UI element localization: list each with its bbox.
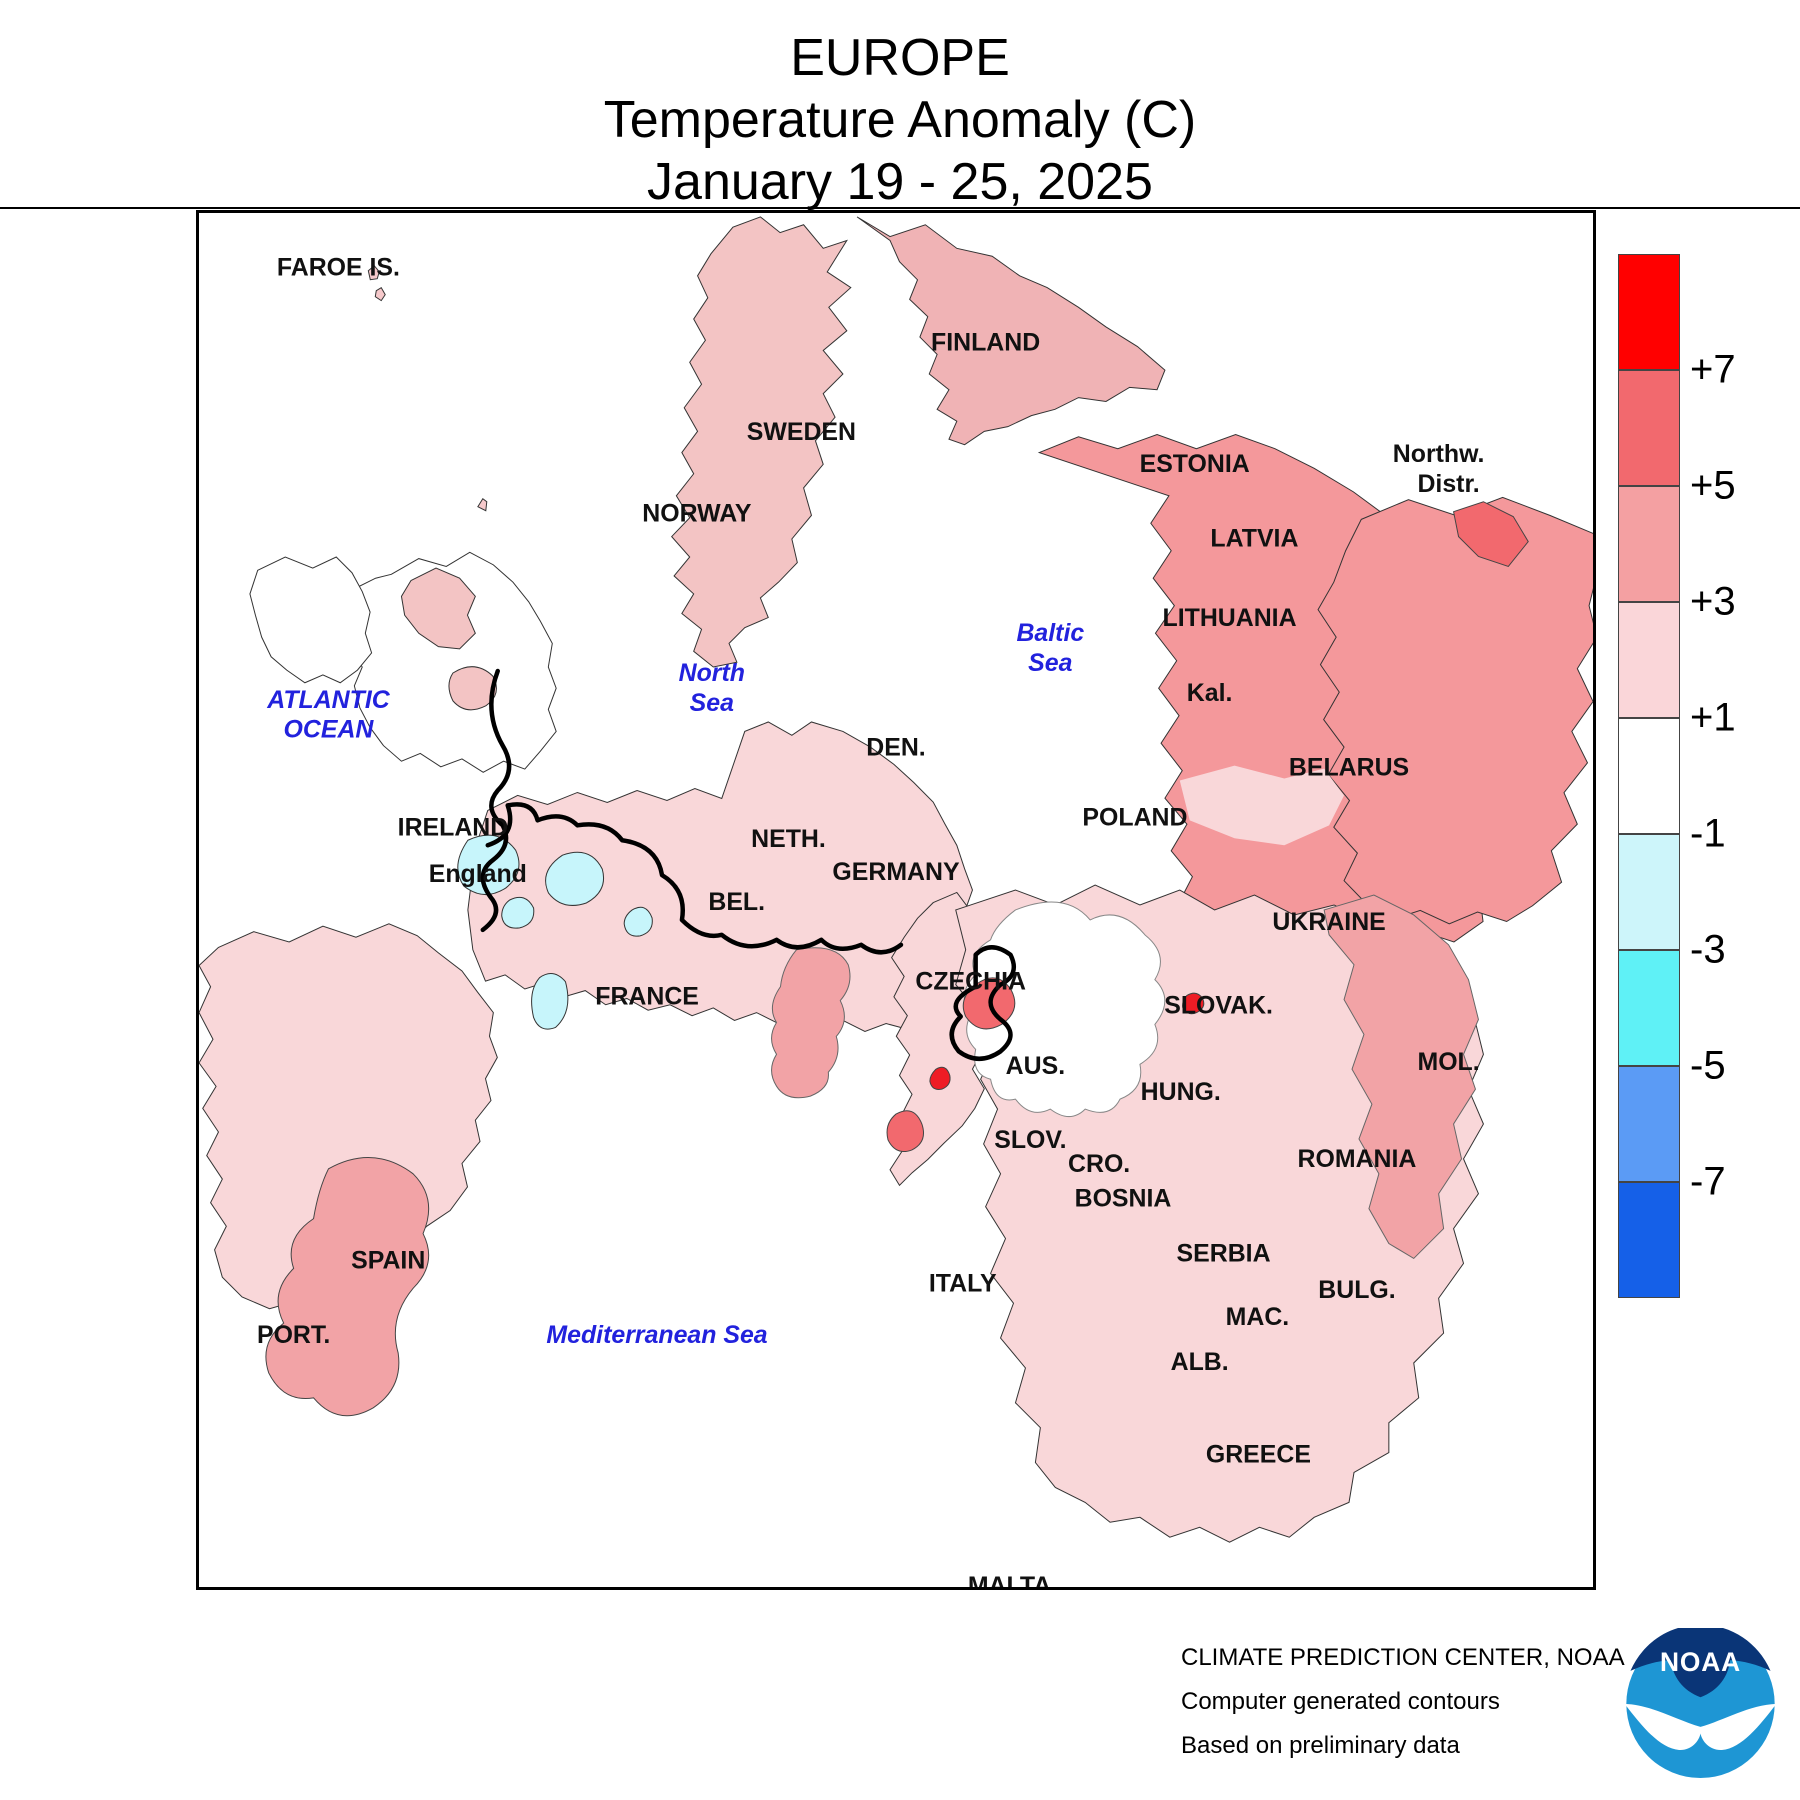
- svg-text:ROMANIA: ROMANIA: [1298, 1145, 1417, 1173]
- svg-text:SLOV.: SLOV.: [994, 1126, 1066, 1154]
- svg-text:SPAIN: SPAIN: [351, 1246, 425, 1274]
- svg-text:Mediterranean Sea: Mediterranean Sea: [546, 1321, 767, 1349]
- svg-text:NOAA: NOAA: [1660, 1647, 1741, 1677]
- svg-text:Kal.: Kal.: [1187, 679, 1233, 707]
- svg-text:MAC.: MAC.: [1226, 1303, 1290, 1331]
- svg-text:LATVIA: LATVIA: [1210, 525, 1298, 553]
- svg-text:ATLANTIC: ATLANTIC: [266, 686, 391, 714]
- svg-text:Sea: Sea: [1028, 649, 1072, 677]
- svg-text:CRO.: CRO.: [1068, 1150, 1130, 1178]
- svg-text:PORT.: PORT.: [257, 1321, 330, 1349]
- svg-text:ITALY: ITALY: [929, 1269, 997, 1297]
- svg-text:ALB.: ALB.: [1171, 1348, 1229, 1376]
- svg-text:FINLAND: FINLAND: [931, 328, 1040, 356]
- svg-text:UKRAINE: UKRAINE: [1272, 908, 1385, 936]
- svg-text:OCEAN: OCEAN: [284, 716, 375, 744]
- svg-text:LITHUANIA: LITHUANIA: [1163, 604, 1297, 632]
- svg-text:DEN.: DEN.: [866, 734, 925, 762]
- svg-text:GERMANY: GERMANY: [832, 858, 960, 886]
- svg-text:HUNG.: HUNG.: [1141, 1078, 1221, 1106]
- svg-text:MOL.: MOL.: [1417, 1048, 1479, 1076]
- svg-text:Baltic: Baltic: [1016, 619, 1084, 647]
- svg-text:AUS.: AUS.: [1006, 1052, 1065, 1080]
- svg-text:SLOVAK.: SLOVAK.: [1164, 992, 1273, 1020]
- svg-text:BOSNIA: BOSNIA: [1075, 1185, 1172, 1213]
- svg-text:England: England: [429, 860, 527, 888]
- svg-text:BEL.: BEL.: [708, 888, 765, 916]
- svg-text:Sea: Sea: [690, 689, 734, 717]
- svg-text:SERBIA: SERBIA: [1177, 1239, 1271, 1267]
- svg-text:FAROE IS.: FAROE IS.: [277, 254, 400, 282]
- svg-text:BELARUS: BELARUS: [1289, 754, 1409, 782]
- svg-text:SWEDEN: SWEDEN: [747, 418, 856, 446]
- svg-text:Distr.: Distr.: [1417, 470, 1479, 498]
- svg-text:NETH.: NETH.: [751, 825, 826, 853]
- svg-text:NORWAY: NORWAY: [642, 500, 752, 528]
- svg-text:IRELAND: IRELAND: [398, 813, 509, 841]
- svg-text:ESTONIA: ESTONIA: [1140, 450, 1250, 478]
- svg-text:MALTA: MALTA: [968, 1572, 1051, 1587]
- svg-text:Northw.: Northw.: [1393, 440, 1485, 468]
- svg-text:BULG.: BULG.: [1318, 1276, 1395, 1304]
- svg-text:North: North: [679, 659, 745, 687]
- svg-text:FRANCE: FRANCE: [595, 983, 699, 1011]
- svg-text:CZECHIA: CZECHIA: [915, 968, 1026, 996]
- svg-text:GREECE: GREECE: [1206, 1441, 1311, 1469]
- svg-text:POLAND: POLAND: [1082, 803, 1187, 831]
